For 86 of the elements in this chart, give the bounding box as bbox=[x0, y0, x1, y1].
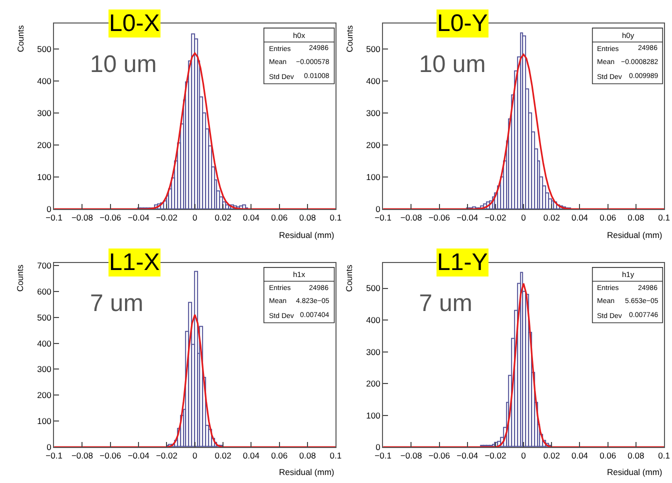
x-tick-label: −0.02 bbox=[484, 450, 506, 460]
y-tick-label: 100 bbox=[366, 172, 381, 182]
x-tick-label: 0.08 bbox=[299, 450, 316, 460]
y-tick-label: 400 bbox=[37, 76, 52, 86]
y-tick-label: 100 bbox=[37, 172, 52, 182]
x-axis-title: Residual (mm) bbox=[279, 230, 334, 240]
x-tick-label: 0.08 bbox=[628, 450, 644, 460]
x-tick-label: −0.1 bbox=[374, 450, 392, 460]
x-tick-label: 0.08 bbox=[628, 212, 644, 222]
y-tick-label: 400 bbox=[37, 338, 52, 348]
x-tick-label: 0.1 bbox=[330, 212, 342, 222]
y-tick-label: 400 bbox=[366, 76, 381, 86]
chart-title: L1-Y bbox=[437, 249, 488, 276]
x-tick-label: −0.02 bbox=[156, 450, 178, 460]
x-tick-label: −0.04 bbox=[128, 450, 150, 460]
y-axis-title: Counts bbox=[344, 25, 354, 52]
x-tick-label: 0.04 bbox=[242, 450, 260, 460]
y-tick-label: 300 bbox=[37, 364, 52, 374]
x-tick-label: 0 bbox=[192, 450, 198, 460]
x-tick-label: −0.08 bbox=[71, 450, 94, 460]
x-axis-title: Residual (mm) bbox=[607, 230, 662, 240]
y-tick-label: 200 bbox=[37, 390, 52, 400]
x-tick-label: 0.02 bbox=[214, 450, 232, 460]
y-tick-label: 500 bbox=[37, 312, 52, 322]
x-tick-label: 0.06 bbox=[600, 212, 616, 222]
y-tick-label: 500 bbox=[366, 44, 381, 54]
annotation: 7 um bbox=[90, 290, 144, 317]
x-tick-label: −0.1 bbox=[46, 450, 63, 460]
x-tick-label: 0.02 bbox=[543, 450, 560, 460]
chart-title: L0-Y bbox=[437, 10, 488, 37]
x-tick-label: 0 bbox=[521, 212, 526, 222]
x-tick-label: 0.04 bbox=[571, 450, 588, 460]
annotation: 10 um bbox=[419, 51, 486, 78]
x-tick-label: −0.08 bbox=[400, 212, 422, 222]
x-tick-label: −0.08 bbox=[71, 212, 94, 222]
x-tick-label: −0.1 bbox=[374, 212, 392, 222]
x-tick-label: −0.06 bbox=[428, 212, 450, 222]
x-tick-label: −0.02 bbox=[156, 212, 178, 222]
y-tick-label: 100 bbox=[37, 416, 52, 426]
y-tick-label: 0 bbox=[376, 442, 381, 452]
x-tick-label: −0.06 bbox=[428, 450, 450, 460]
y-tick-label: 700 bbox=[37, 260, 52, 270]
x-axis-title: Residual (mm) bbox=[279, 467, 334, 477]
x-tick-label: 0.1 bbox=[658, 212, 670, 222]
x-tick-label: 0.02 bbox=[214, 212, 232, 222]
x-tick-label: −0.06 bbox=[100, 450, 122, 460]
x-tick-label: 0 bbox=[521, 450, 526, 460]
x-tick-label: −0.06 bbox=[100, 212, 122, 222]
y-axis-title: Counts bbox=[344, 264, 354, 292]
chart-title: L1-X bbox=[109, 249, 160, 276]
y-tick-label: 300 bbox=[366, 108, 381, 118]
annotation: 7 um bbox=[419, 290, 472, 317]
y-tick-label: 0 bbox=[46, 442, 52, 452]
annotation: 10 um bbox=[90, 51, 157, 78]
y-tick-label: 600 bbox=[37, 286, 52, 296]
y-tick-label: 400 bbox=[366, 314, 381, 325]
x-tick-label: 0.1 bbox=[658, 450, 670, 460]
x-tick-label: −0.04 bbox=[456, 450, 478, 460]
x-tick-label: 0.04 bbox=[571, 212, 588, 222]
y-tick-label: 300 bbox=[366, 346, 381, 357]
y-tick-label: 300 bbox=[37, 108, 52, 118]
y-tick-label: 200 bbox=[366, 378, 381, 389]
x-tick-label: −0.04 bbox=[456, 212, 478, 222]
x-tick-label: 0 bbox=[192, 212, 198, 222]
y-tick-label: 500 bbox=[366, 283, 381, 294]
x-tick-label: 0.02 bbox=[543, 212, 560, 222]
y-tick-label: 200 bbox=[37, 140, 52, 150]
x-tick-label: 0.08 bbox=[299, 212, 316, 222]
x-axis-title: Residual (mm) bbox=[607, 467, 662, 477]
y-tick-label: 0 bbox=[376, 204, 381, 214]
x-tick-label: 0.06 bbox=[600, 450, 616, 460]
y-axis-title: Counts bbox=[14, 264, 25, 292]
y-axis-title: Counts bbox=[15, 25, 26, 52]
y-tick-label: 100 bbox=[366, 410, 381, 420]
x-tick-label: −0.04 bbox=[128, 212, 150, 222]
x-tick-label: 0.06 bbox=[271, 450, 288, 460]
x-tick-label: 0.06 bbox=[271, 212, 288, 222]
y-tick-label: 500 bbox=[37, 44, 52, 54]
x-tick-label: −0.08 bbox=[400, 450, 422, 460]
x-tick-label: −0.1 bbox=[46, 212, 63, 222]
x-tick-label: 0.1 bbox=[330, 450, 342, 460]
y-tick-label: 200 bbox=[366, 140, 381, 150]
x-tick-label: −0.02 bbox=[484, 212, 506, 222]
y-tick-label: 0 bbox=[46, 204, 52, 214]
chart-title: L0-X bbox=[109, 10, 160, 37]
x-tick-label: 0.04 bbox=[242, 212, 260, 222]
